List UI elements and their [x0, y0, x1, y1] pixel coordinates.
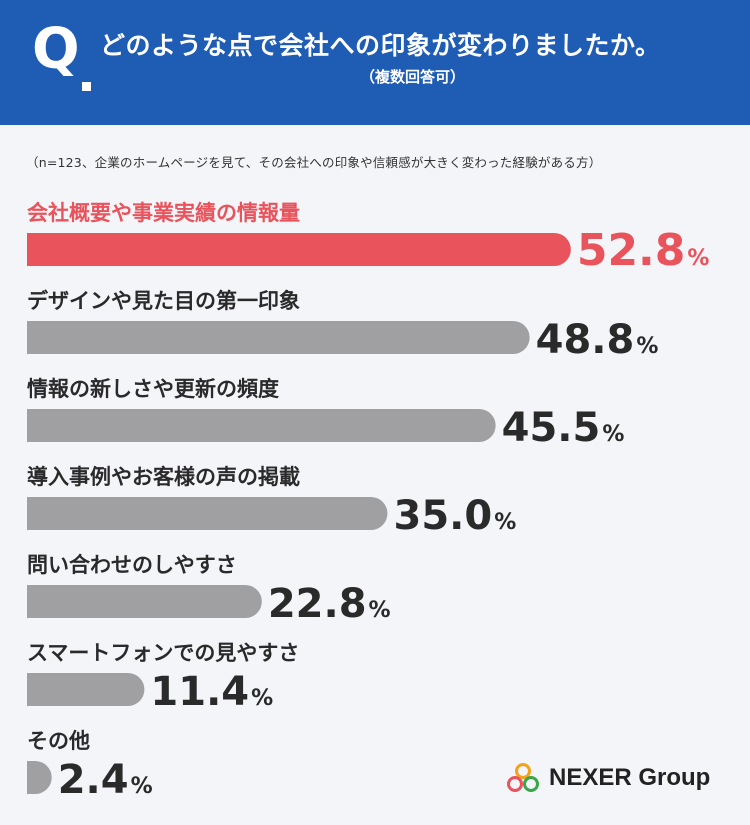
value-label: 35.0	[394, 493, 493, 539]
value-label: 48.8	[536, 317, 635, 363]
unit-label: %	[636, 334, 658, 359]
unit-label: %	[602, 422, 624, 447]
unit-label: %	[687, 246, 709, 271]
category-label: デザインや見た目の第一印象	[27, 289, 300, 313]
question-header: Q どのような点で会社への印象が変わりましたか。 （複数回答可）	[0, 0, 750, 125]
nexer-logo: NEXER Group	[505, 762, 710, 794]
q-mark: Q	[32, 17, 80, 82]
bar	[27, 497, 388, 530]
q-dot	[82, 82, 91, 91]
question-subnote: （複数回答可）	[360, 68, 466, 86]
category-label: 導入事例やお客様の声の掲載	[27, 465, 300, 489]
value-label: 45.5	[502, 405, 601, 451]
value-label: 52.8	[577, 225, 686, 276]
question-title: どのような点で会社への印象が変わりましたか。	[100, 31, 661, 60]
bar	[27, 673, 145, 706]
category-label: スマートフォンでの見やすさ	[27, 641, 299, 665]
category-label: 情報の新しさや更新の頻度	[27, 377, 279, 401]
bar	[27, 761, 52, 794]
bar	[27, 585, 262, 618]
sample-note: （n=123、企業のホームページを見て、その会社への印象や信頼感が大きく変わった…	[26, 155, 602, 170]
bar	[27, 409, 496, 442]
rings-logo-icon	[507, 763, 539, 792]
unit-label: %	[131, 774, 153, 799]
bar	[27, 321, 530, 354]
category-label: 問い合わせのしやすさ	[27, 553, 237, 577]
value-label: 11.4	[150, 669, 249, 715]
unit-label: %	[494, 510, 516, 535]
bar	[27, 233, 571, 266]
unit-label: %	[369, 598, 391, 623]
logo-text: NEXER Group	[549, 764, 711, 791]
value-label: 2.4	[58, 757, 129, 803]
value-label: 22.8	[268, 581, 367, 627]
category-label: 会社概要や事業実績の情報量	[27, 201, 300, 225]
unit-label: %	[251, 686, 273, 711]
category-label: その他	[27, 729, 90, 753]
